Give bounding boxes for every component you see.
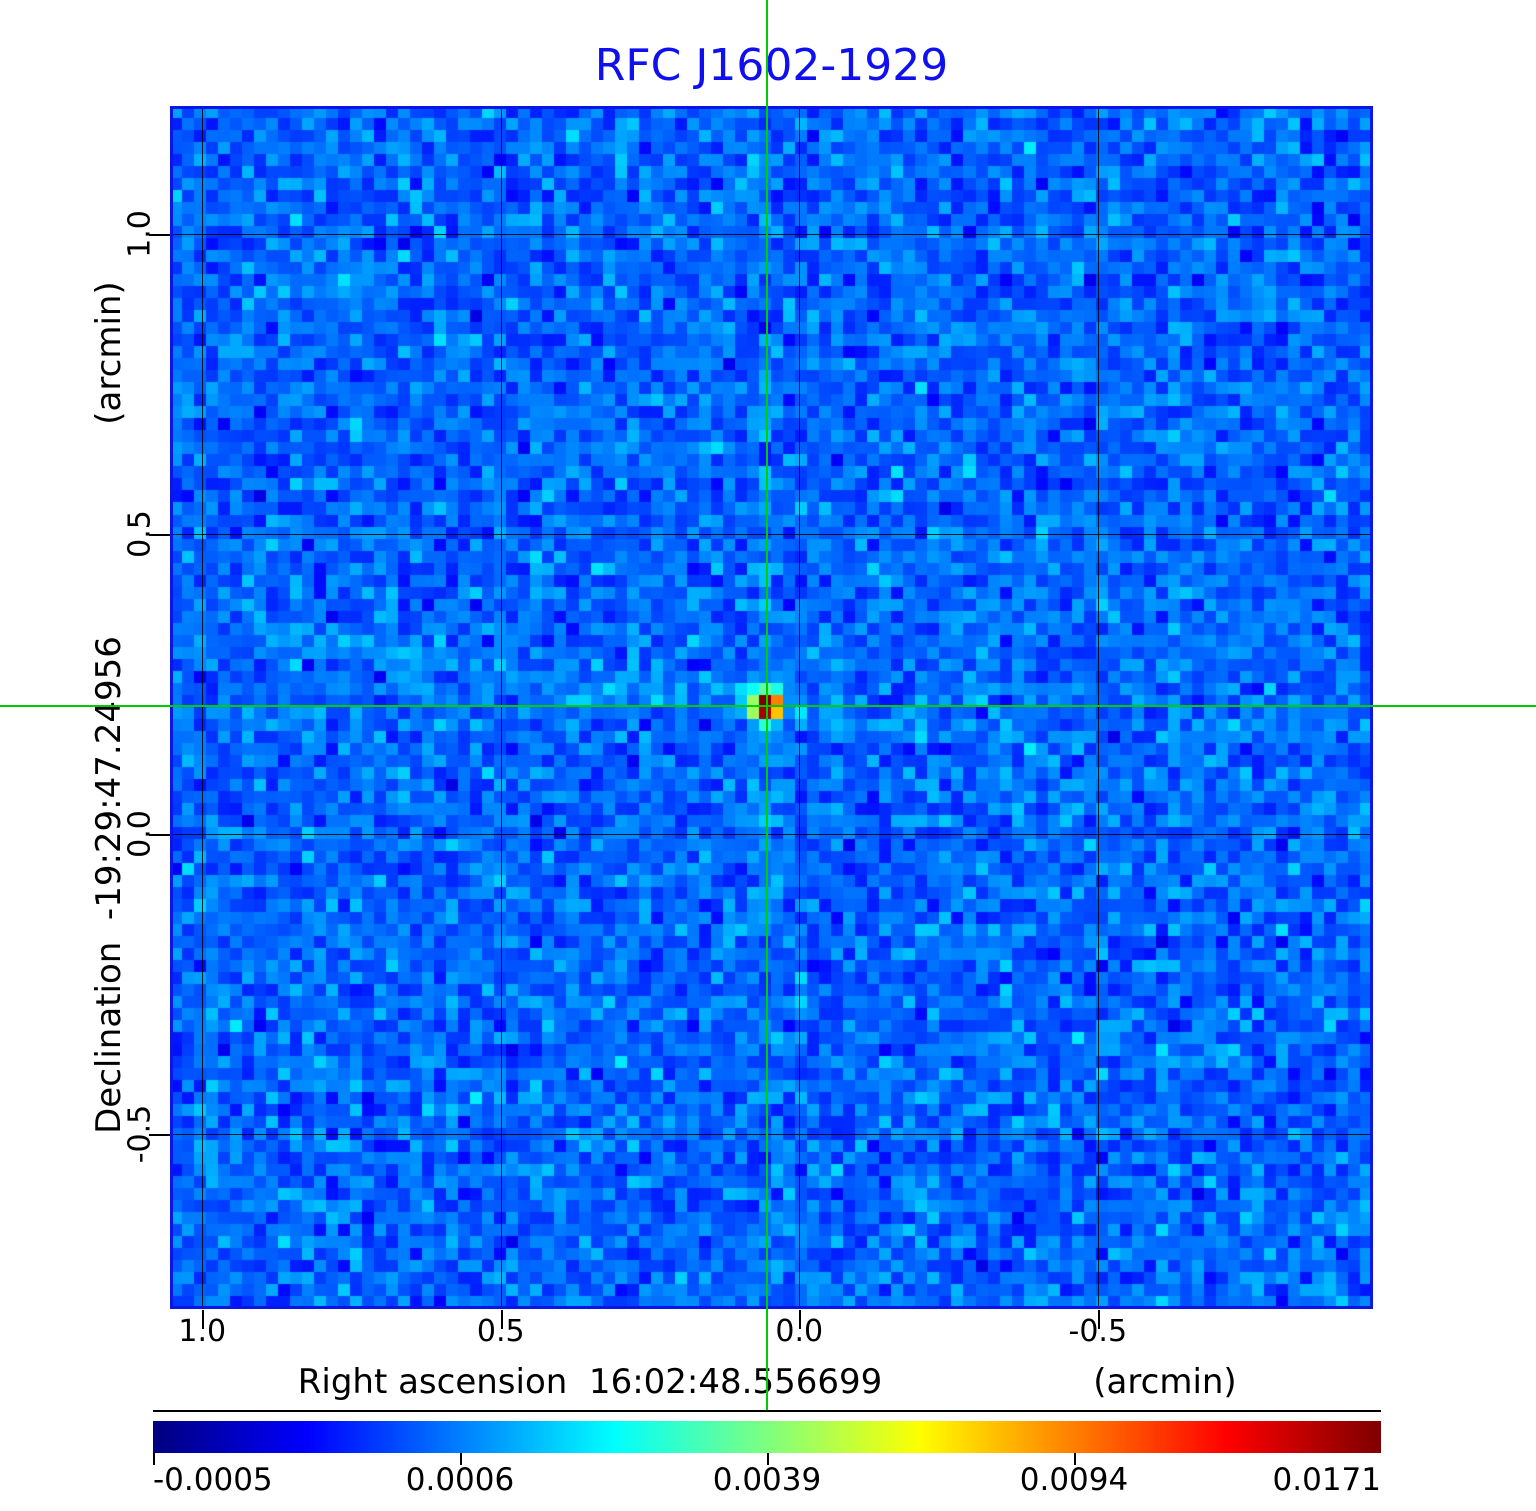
grid-line-vertical xyxy=(500,106,502,1309)
y-tick xyxy=(149,533,170,536)
grid-line-vertical xyxy=(799,106,801,1309)
grid-line-horizontal xyxy=(170,233,1373,235)
y-axis-unit: (arcmin) xyxy=(89,281,129,425)
y-tick xyxy=(149,833,170,836)
x-tick-label: 0.0 xyxy=(775,1314,824,1349)
x-tick xyxy=(799,1310,802,1329)
grid-line-vertical xyxy=(202,106,204,1309)
colorbar-tick xyxy=(153,1453,155,1465)
colorbar-tick-label: 0.0006 xyxy=(405,1462,515,1498)
y-tick-label: 0.5 xyxy=(122,509,158,558)
x-tick-label: -0.5 xyxy=(1068,1314,1128,1349)
x-axis-unit: (arcmin) xyxy=(1093,1362,1237,1402)
x-tick xyxy=(500,1310,503,1329)
y-tick xyxy=(149,233,170,236)
colorbar-tick xyxy=(1074,1453,1076,1465)
colorbar-gradient xyxy=(153,1421,1381,1453)
radio-map-plot xyxy=(170,106,1373,1309)
x-tick xyxy=(202,1310,205,1329)
colorbar-tick xyxy=(460,1453,462,1465)
radio-map-image xyxy=(170,106,1373,1309)
grid-line-horizontal xyxy=(170,533,1373,535)
y-tick xyxy=(149,1133,170,1136)
grid-line-horizontal xyxy=(170,1133,1373,1135)
page-title: RFC J1602-1929 xyxy=(594,40,949,91)
colorbar-tick-label: 0.0039 xyxy=(712,1462,822,1498)
colorbar-top-rule xyxy=(153,1410,1381,1412)
colorbar-tick-label: 0.0171 xyxy=(1272,1462,1381,1498)
grid-line-vertical xyxy=(1097,106,1099,1309)
x-tick-label: 1.0 xyxy=(178,1314,227,1349)
colorbar-tick-label: 0.0094 xyxy=(1019,1462,1129,1498)
y-tick-label: 1.0 xyxy=(122,209,158,258)
x-tick-label: 0.5 xyxy=(476,1314,525,1349)
grid-line-horizontal xyxy=(170,833,1373,835)
x-tick xyxy=(1097,1310,1100,1329)
y-axis-label: Declination -19:29:47.24956 xyxy=(89,636,129,1134)
x-axis-label: Right ascension 16:02:48.556699 xyxy=(297,1362,883,1402)
crosshair-vertical xyxy=(766,0,769,1411)
colorbar-tick-label: -0.0005 xyxy=(153,1462,273,1498)
colorbar-tick xyxy=(767,1453,769,1465)
